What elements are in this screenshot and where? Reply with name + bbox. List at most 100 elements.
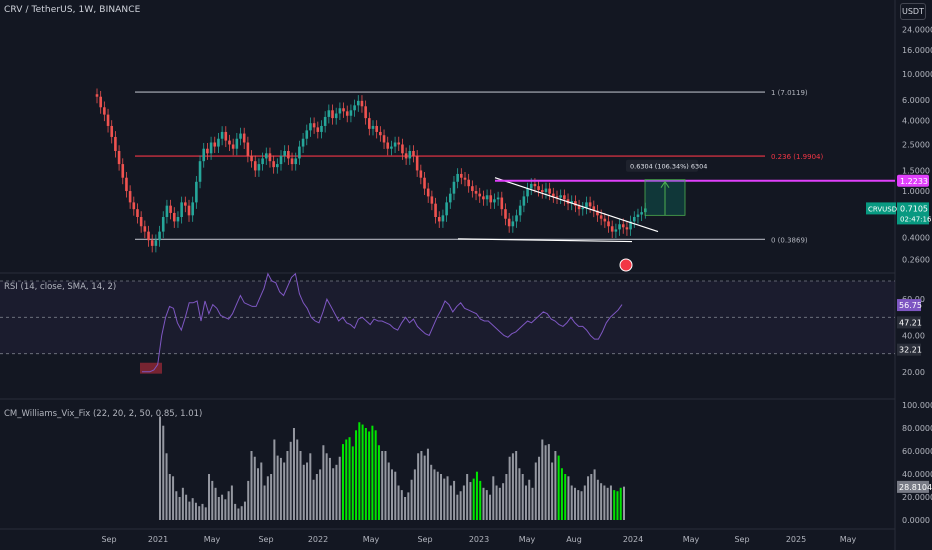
candle-body [353, 105, 356, 111]
magenta-price-label: 1.2233 [900, 177, 928, 186]
rsi-value-tag-label: 56.75 [899, 301, 922, 310]
vix-bar [335, 464, 338, 520]
vix-bar [368, 431, 371, 520]
vix-bar [162, 425, 165, 520]
vix-bar [234, 503, 237, 520]
vix-bar [319, 469, 322, 520]
vix-bar [397, 485, 400, 520]
candle-body [581, 207, 585, 210]
vix-bar [361, 424, 364, 520]
vix-bar [446, 476, 449, 520]
vix-bar [289, 441, 292, 520]
price-axis-label: 6.0000 [902, 96, 930, 105]
vix-bar [505, 474, 508, 520]
candle-body [272, 161, 275, 168]
candle-body [246, 142, 250, 156]
candle-body [493, 199, 496, 203]
candle-body [423, 177, 426, 189]
vix-bar [538, 456, 541, 520]
candle-body [463, 177, 467, 180]
vix-bar [557, 455, 560, 520]
vix-bar [351, 446, 354, 520]
vix-bar [273, 439, 276, 520]
vix-bar [573, 487, 576, 520]
candle-body [327, 110, 331, 117]
vix-bar [391, 469, 393, 520]
vix-bar [315, 474, 318, 520]
vix-bar [485, 490, 488, 520]
candle-body [618, 224, 621, 230]
vix-bar [194, 502, 197, 520]
vix-bar [168, 474, 171, 520]
vix-bar [518, 468, 521, 520]
candle-body [202, 148, 206, 162]
vix-bar [469, 482, 472, 520]
time-axis-label: May [683, 535, 700, 544]
vix-bar [243, 501, 246, 520]
vix-bar [482, 487, 485, 520]
candle-body [526, 188, 529, 197]
rsi-axis-label: 40.00 [902, 332, 925, 341]
candle-body [518, 205, 522, 216]
vix-bar [547, 444, 550, 520]
vix-bar [459, 491, 462, 520]
vix-bar [358, 422, 361, 520]
vix-bar [286, 451, 289, 520]
candle-body [309, 123, 312, 131]
rsi-sma-tag [897, 316, 921, 329]
candle-body [574, 201, 577, 206]
vix-bar [426, 448, 429, 520]
candle-body [161, 217, 165, 232]
candle-body [401, 144, 404, 154]
candle-body [621, 224, 625, 228]
vix-bar [623, 486, 625, 520]
vix-bar [221, 494, 224, 520]
vix-bar [328, 457, 331, 520]
candle-body [474, 191, 478, 194]
candle-body [364, 106, 367, 119]
candle-body [128, 191, 132, 203]
candle-body [180, 202, 183, 217]
candle-body [125, 177, 128, 192]
quote-currency-button[interactable]: USDT [900, 3, 926, 20]
price-axis-label: 0.2600 [902, 255, 930, 264]
candle-body [95, 94, 99, 97]
vix-bar [211, 480, 214, 520]
vix-value-label: 28.8104 [899, 483, 932, 492]
vix-bar [263, 485, 266, 520]
vix-bar [521, 474, 524, 520]
candle-body [397, 142, 401, 145]
vix-bar [309, 453, 312, 520]
time-axis-label: Sep [258, 535, 273, 544]
candle-body [570, 201, 574, 204]
measure-label: 0.6304 (106.34%) 6304 [630, 163, 707, 171]
candle-body [415, 155, 419, 171]
vix-bar [590, 474, 593, 520]
vix-bar [420, 451, 423, 520]
vix-bar [230, 485, 233, 520]
vix-bar [348, 437, 351, 520]
candle-body [268, 153, 272, 162]
candle-body [242, 133, 246, 143]
time-axis-label: 2025 [786, 535, 806, 544]
price-axis-label: 2.5000 [902, 140, 930, 149]
candle-body [231, 144, 235, 149]
vix-bar [204, 507, 207, 520]
vix-bar [345, 439, 348, 520]
vix-bar [580, 491, 583, 520]
candle-body [489, 195, 493, 203]
candle-body [515, 215, 518, 222]
candle-body [220, 131, 224, 139]
candle-body [434, 203, 437, 217]
vix-bar [436, 471, 439, 520]
candle-body [172, 212, 176, 222]
candle-body [614, 229, 618, 232]
candle-body [375, 125, 378, 132]
candle-body [334, 113, 338, 119]
candle-body [496, 197, 500, 200]
candle-body [592, 206, 596, 211]
price-axis-label: 24.0000 [902, 26, 932, 35]
vix-bar [175, 491, 178, 520]
vix-bar [554, 451, 557, 520]
